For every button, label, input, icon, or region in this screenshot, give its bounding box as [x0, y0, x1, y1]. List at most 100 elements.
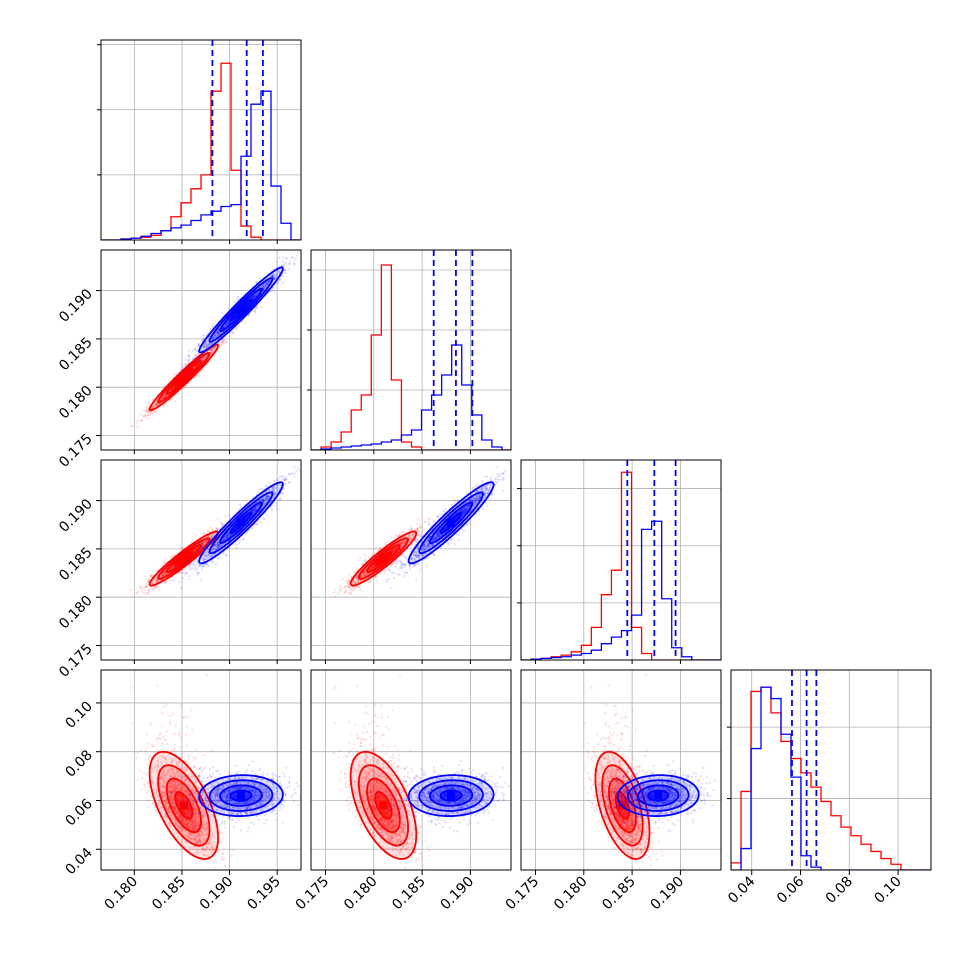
sample-point — [211, 350, 214, 353]
sample-point — [161, 395, 164, 398]
sample-point — [216, 333, 219, 336]
hist-plot-area — [731, 670, 931, 870]
sample-point — [196, 345, 199, 348]
sample-point — [171, 565, 174, 569]
sample-point — [190, 541, 193, 544]
sample-point — [170, 388, 173, 391]
sample-point — [223, 324, 226, 327]
hist-plot-area — [101, 40, 301, 240]
sample-point — [252, 295, 255, 298]
sample-point — [188, 563, 191, 566]
sample-point — [294, 472, 297, 475]
sample-point — [268, 279, 271, 282]
sample-point — [184, 566, 187, 570]
sample-point — [148, 413, 151, 417]
sample-point — [129, 588, 133, 591]
sample-point — [220, 342, 223, 345]
sample-point — [194, 548, 197, 551]
sample-point — [237, 295, 240, 298]
sample-point — [184, 358, 187, 361]
sample-point — [154, 402, 157, 405]
sample-point — [224, 340, 227, 343]
sample-point — [270, 274, 273, 277]
sample-point — [194, 364, 197, 367]
sample-point — [222, 340, 225, 343]
sample-point — [139, 419, 142, 423]
sample-point — [220, 341, 224, 344]
sample-point — [156, 402, 159, 405]
sample-point — [140, 419, 143, 422]
sample-point — [181, 363, 184, 367]
sample-point — [151, 412, 154, 415]
sample-point — [204, 355, 207, 358]
sample-point — [162, 563, 165, 566]
sample-point — [192, 538, 195, 541]
sample-point — [187, 359, 190, 362]
sample-point — [185, 365, 188, 369]
sample-point — [261, 285, 264, 288]
sample-point — [206, 529, 209, 532]
sample-point — [254, 295, 257, 298]
sample-point — [195, 350, 198, 353]
sample-point — [255, 280, 258, 283]
sample-point — [222, 342, 225, 345]
sample-point — [212, 347, 215, 350]
sample-point — [201, 542, 205, 546]
sample-point — [253, 295, 256, 298]
sample-point — [272, 287, 275, 290]
sample-point — [164, 395, 167, 398]
sample-point — [197, 356, 200, 359]
sample-point — [160, 397, 163, 400]
sample-point — [205, 539, 208, 542]
sample-point — [215, 527, 218, 530]
sample-point — [200, 348, 203, 351]
sample-point — [297, 243, 299, 245]
sample-point — [187, 354, 190, 357]
sample-point — [266, 280, 269, 283]
sample-point — [276, 281, 279, 285]
sample-point — [228, 321, 231, 324]
sample-point — [271, 275, 274, 278]
sample-point — [253, 310, 256, 313]
sample-point — [252, 295, 255, 299]
sample-point — [202, 358, 205, 361]
sample-point — [131, 425, 134, 428]
sample-point — [284, 269, 287, 272]
sample-point — [181, 546, 184, 549]
sample-point — [213, 354, 216, 357]
sample-point — [254, 295, 257, 298]
sample-point — [155, 580, 158, 583]
sample-point — [200, 568, 203, 571]
sample-point — [262, 288, 265, 291]
sample-point — [257, 491, 260, 494]
sample-point — [142, 409, 145, 412]
sample-point — [197, 344, 200, 347]
sample-point — [212, 336, 215, 339]
sample-point — [187, 361, 190, 364]
sample-point — [255, 306, 258, 309]
sample-point — [209, 348, 212, 351]
sample-point — [149, 412, 152, 415]
sample-point — [160, 397, 163, 401]
sample-point — [279, 277, 282, 281]
sample-point — [147, 413, 150, 417]
sample-point — [207, 535, 210, 538]
sample-point — [191, 358, 194, 361]
sample-point — [215, 330, 219, 333]
sample-point — [171, 565, 174, 569]
sample-point — [203, 345, 206, 348]
sample-point — [270, 275, 273, 278]
sample-point — [223, 325, 226, 328]
sample-point — [290, 256, 293, 259]
sample-point — [218, 333, 221, 336]
sample-point — [156, 402, 159, 405]
sample-point — [171, 567, 174, 570]
sample-point — [264, 284, 267, 287]
sample-point — [252, 295, 255, 298]
sample-point — [275, 272, 278, 275]
sample-point — [264, 285, 267, 288]
sample-point — [262, 285, 265, 288]
sample-point — [254, 294, 258, 297]
sample-point — [229, 321, 232, 324]
sample-point — [275, 260, 278, 263]
